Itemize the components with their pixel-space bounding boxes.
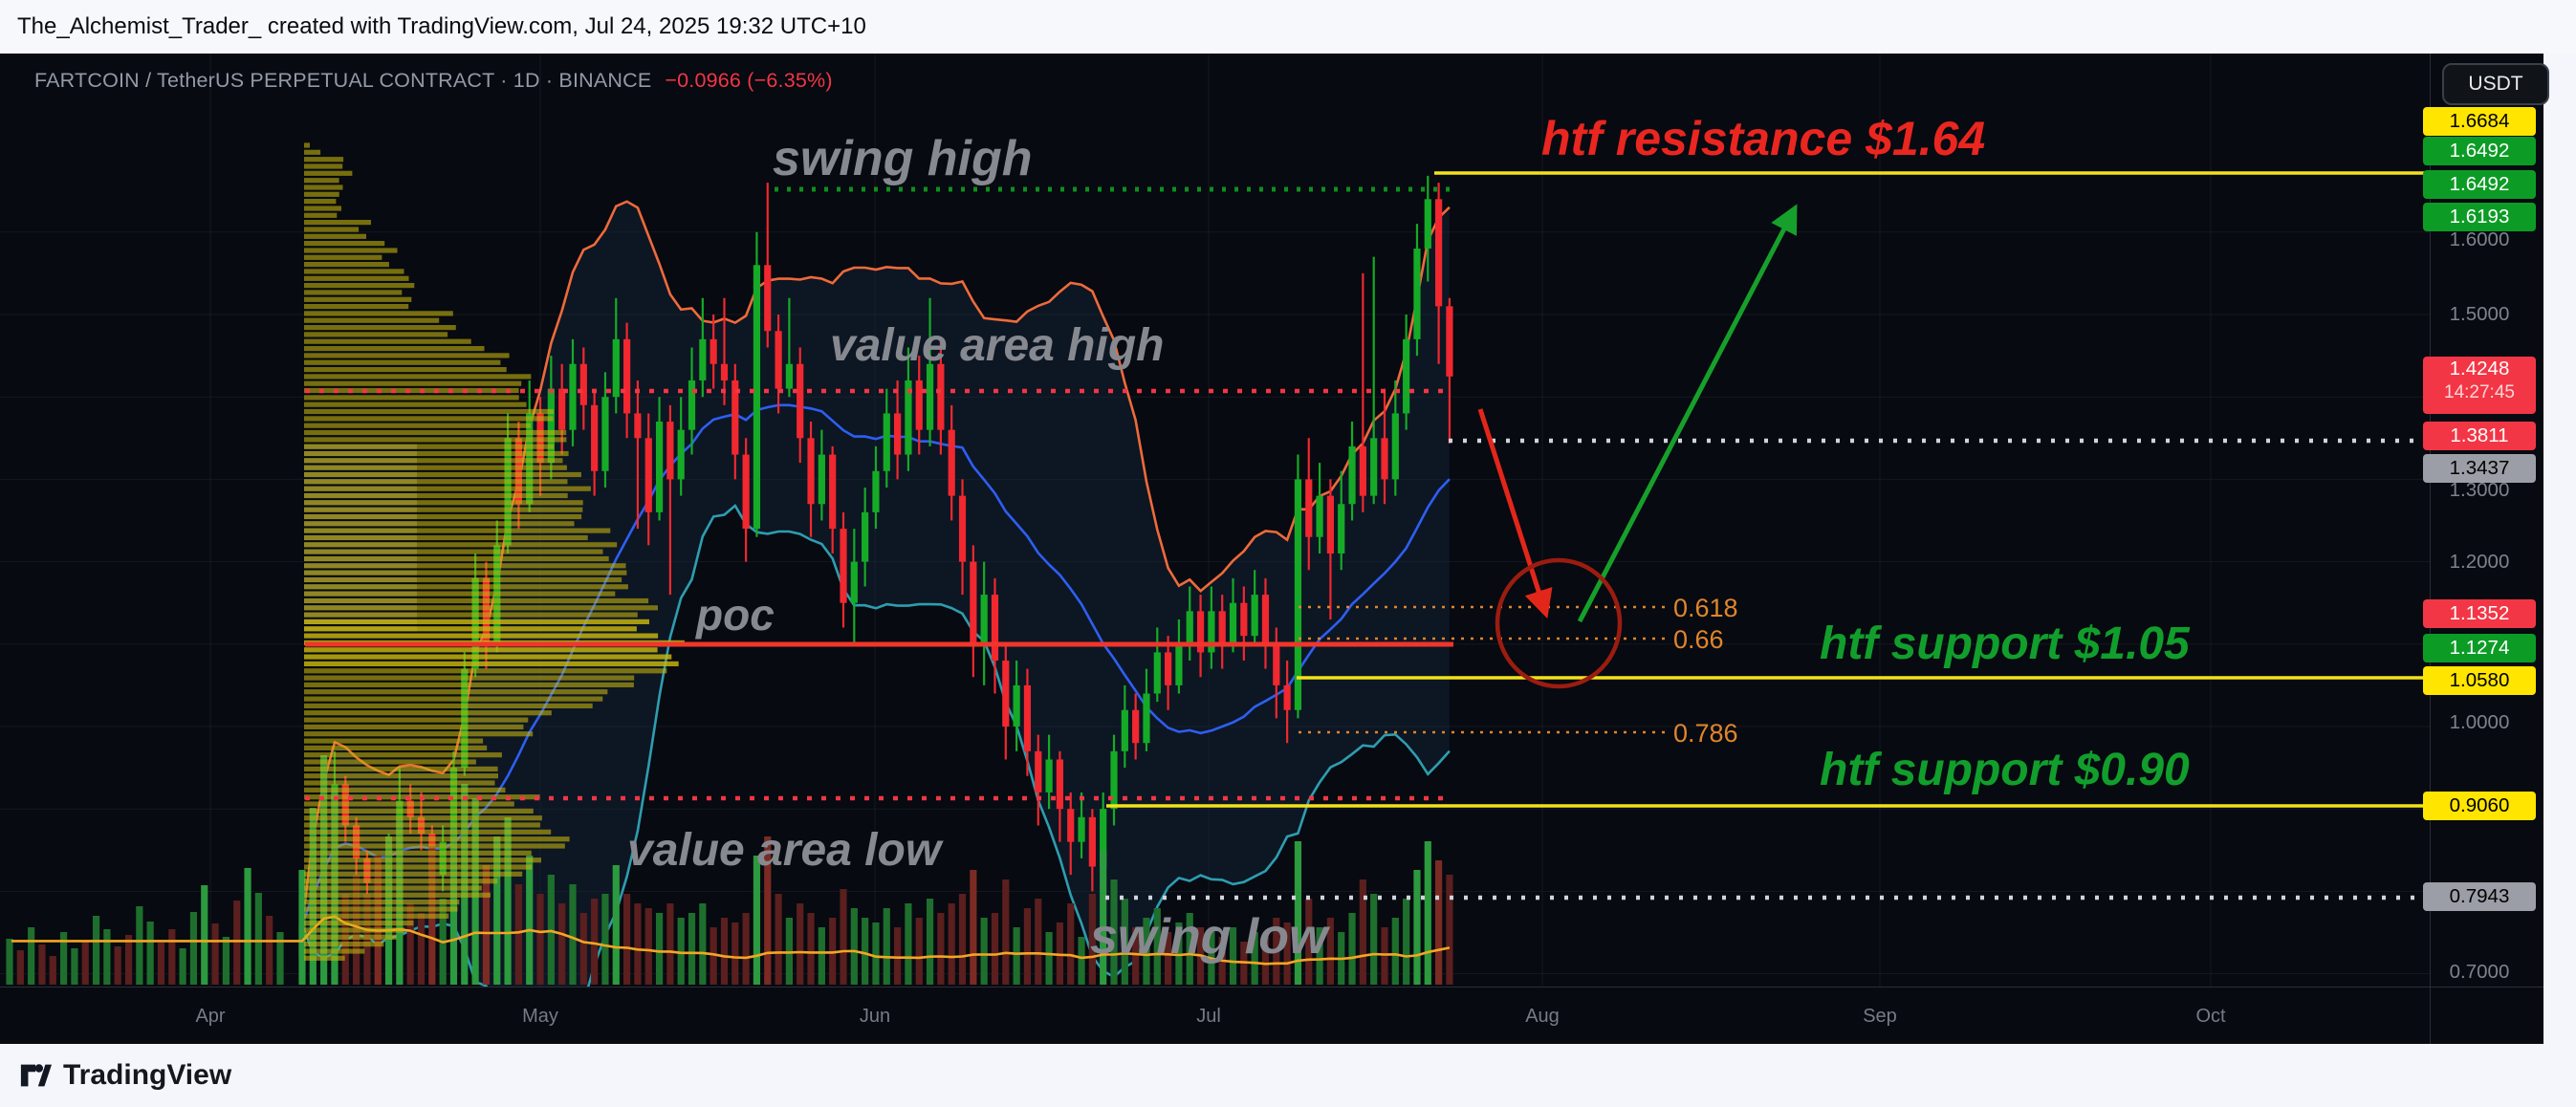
price-label: 1.3811 <box>2423 422 2536 450</box>
tradingview-brand-text: TradingView <box>63 1059 232 1091</box>
price-change: −0.0966 (−6.35%) <box>665 69 833 92</box>
time-axis[interactable] <box>0 987 2543 1045</box>
symbol-title[interactable]: FARTCOIN / TetherUS PERPETUAL CONTRACT ·… <box>34 69 833 93</box>
htf-support-105-label: htf support $1.05 <box>1820 619 2190 669</box>
month-tick-may: May <box>522 1006 558 1027</box>
month-tick-jun: Jun <box>859 1006 891 1027</box>
price-label: 1.4248 14:27:45 <box>2423 357 2536 414</box>
value-area-high-label: value area high <box>830 320 1165 371</box>
fib-618-label: 0.618 <box>1673 594 1738 622</box>
month-tick-aug: Aug <box>1525 1006 1560 1027</box>
price-label: 0.9060 <box>2423 792 2536 820</box>
fib-786-label: 0.786 <box>1673 719 1738 748</box>
month-tick-apr: Apr <box>195 1006 226 1027</box>
htf-support-090-label: htf support $0.90 <box>1820 745 2190 795</box>
price-label: 1.0580 <box>2423 666 2536 695</box>
swing-low-label: swing low <box>1090 909 1328 965</box>
price-label: 0.7943 <box>2423 882 2536 911</box>
buy-arrow <box>1577 204 1798 623</box>
price-label: 1.3437 <box>2423 454 2536 483</box>
currency-toggle-button[interactable]: USDT <box>2442 63 2549 105</box>
poc-label: poc <box>696 590 775 640</box>
price-tick: 1.2000 <box>2449 551 2510 573</box>
month-tick-oct: Oct <box>2195 1006 2226 1027</box>
month-tick-sep: Sep <box>1863 1006 1897 1027</box>
price-tick: 0.7000 <box>2449 961 2510 983</box>
snapshot-header: The_Alchemist_Trader_ created with Tradi… <box>0 0 2576 54</box>
price-label: 1.6492 <box>2423 137 2536 165</box>
swing-high-label: swing high <box>773 131 1033 186</box>
price-tick: 1.3000 <box>2449 479 2510 501</box>
price-tick: 1.5000 <box>2449 303 2510 325</box>
price-scale[interactable]: 1.6684 1.6492 1.6492 1.6193 1.6000 1.5000 1.42… <box>2423 54 2543 1044</box>
chart-canvas[interactable] <box>0 54 2543 1044</box>
price-label: 1.1274 <box>2423 634 2536 662</box>
snapshot-header-text: The_Alchemist_Trader_ created with Tradi… <box>17 13 866 39</box>
price-tick: 1.6000 <box>2449 228 2510 250</box>
tradingview-logo-icon <box>19 1059 52 1092</box>
symbol-description: FARTCOIN / TetherUS PERPETUAL CONTRACT ·… <box>34 69 652 92</box>
price-scale-separator <box>2430 54 2431 1044</box>
price-label: 1.1352 <box>2423 599 2536 628</box>
price-tick: 1.0000 <box>2449 711 2510 733</box>
sell-arrow <box>1477 408 1553 619</box>
month-tick-jul: Jul <box>1196 1006 1221 1027</box>
price-label: 1.6193 <box>2423 203 2536 231</box>
price-label: 1.6684 <box>2423 107 2536 136</box>
snapshot-footer: TradingView <box>0 1044 2576 1107</box>
price-label: 1.6492 <box>2423 170 2536 199</box>
entry-circle <box>1495 557 1623 689</box>
value-area-low-label: value area low <box>627 825 942 876</box>
htf-resistance-label: htf resistance $1.64 <box>1541 112 1986 165</box>
fib-66-label: 0.66 <box>1673 625 1724 654</box>
